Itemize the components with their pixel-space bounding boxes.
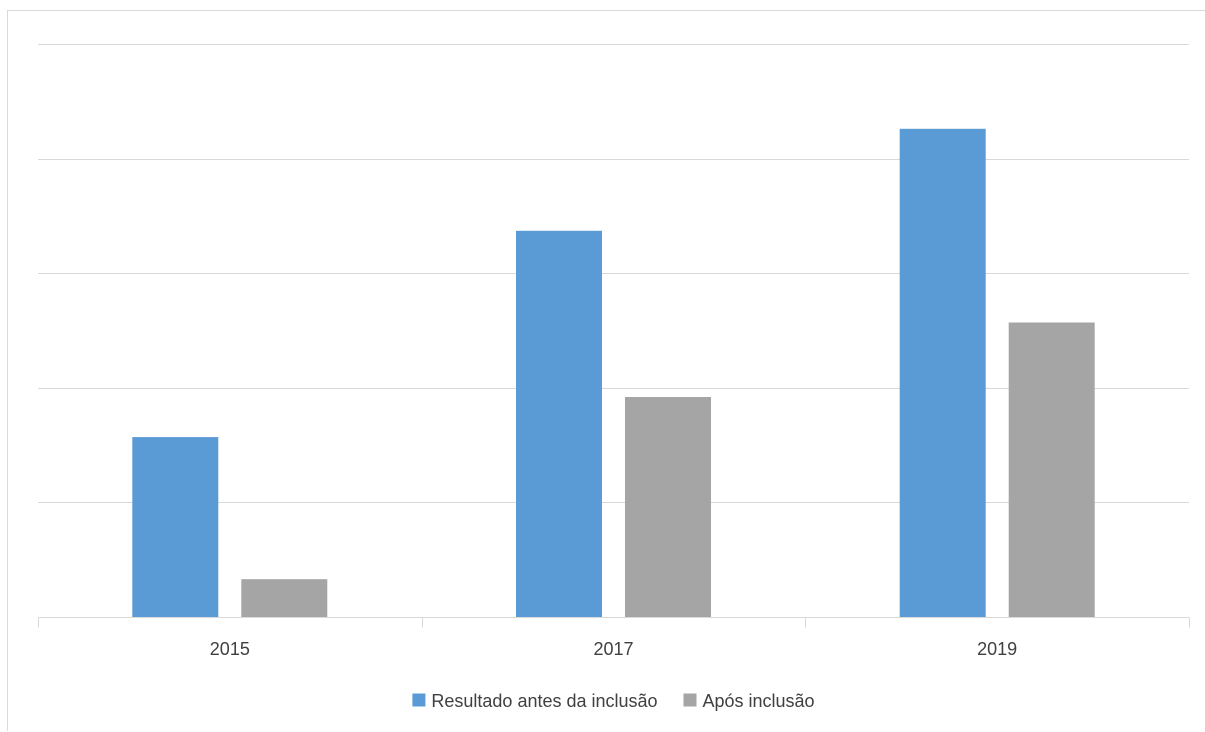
chart-frame: 2015 2017 2019 Resultado antes da inclusão…	[7, 10, 1205, 731]
x-axis: 2015 2017 2019	[38, 617, 1190, 659]
bar-chart: 2015 2017 2019 Resultado antes da inclusão…	[38, 44, 1190, 711]
x-tick-label: 2017	[593, 639, 633, 659]
bars	[132, 128, 1095, 618]
bar-2015-series-2	[241, 579, 328, 617]
x-tick-label: 2019	[977, 639, 1017, 659]
legend: Resultado antes da inclusão Após inclusão	[412, 691, 815, 711]
legend-item-2: Após inclusão	[683, 691, 815, 711]
legend-label: Após inclusão	[703, 691, 815, 711]
bar-2019-series-1	[899, 128, 986, 618]
bar-2015-series-1	[132, 437, 219, 617]
legend-swatch	[683, 693, 697, 707]
gridlines	[38, 44, 1189, 503]
legend-label: Resultado antes da inclusão	[431, 691, 657, 711]
bar-2017-series-1	[516, 230, 602, 618]
legend-swatch	[412, 693, 426, 707]
legend-item-1: Resultado antes da inclusão	[412, 691, 658, 711]
bar-2019-series-2	[1008, 322, 1095, 617]
x-tick-label: 2015	[210, 639, 250, 659]
bar-2017-series-2	[625, 397, 711, 617]
